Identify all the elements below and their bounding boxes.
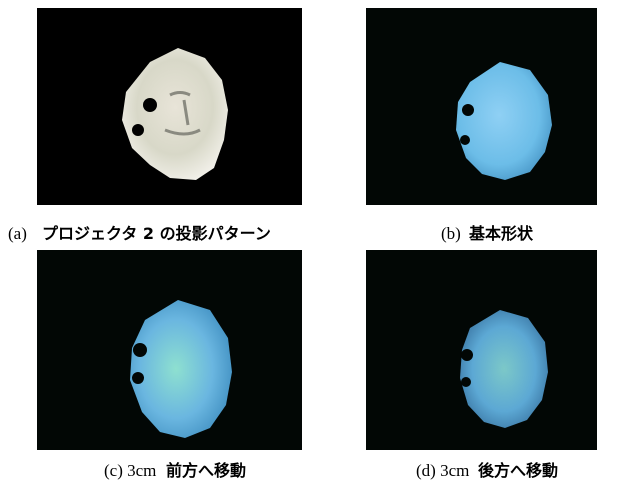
hole — [461, 377, 471, 387]
hole — [462, 104, 474, 116]
caption-text: プロジェクタ 2 の投影パターン — [42, 224, 271, 243]
caption-label: (d) 3cm — [416, 461, 469, 480]
caption-text: 後方へ移動 — [478, 461, 558, 480]
figure: (a) プロジェクタ 2 の投影パターン (b) 基本形状 (c) 3cm 前方… — [0, 0, 625, 488]
caption-label: (b) — [441, 224, 461, 243]
hole — [460, 135, 470, 145]
caption-label: (a) — [8, 224, 27, 243]
caption-label: (c) 3cm — [104, 461, 156, 480]
hole — [132, 372, 144, 384]
hole — [133, 343, 147, 357]
caption-text: 基本形状 — [468, 224, 534, 243]
hole — [132, 124, 144, 136]
hole — [461, 349, 473, 361]
page: (a) プロジェクタ 2 の投影パターン (b) 基本形状 (c) 3cm 前方… — [0, 0, 625, 488]
hole — [143, 98, 157, 112]
caption-text: 前方へ移動 — [166, 461, 246, 480]
